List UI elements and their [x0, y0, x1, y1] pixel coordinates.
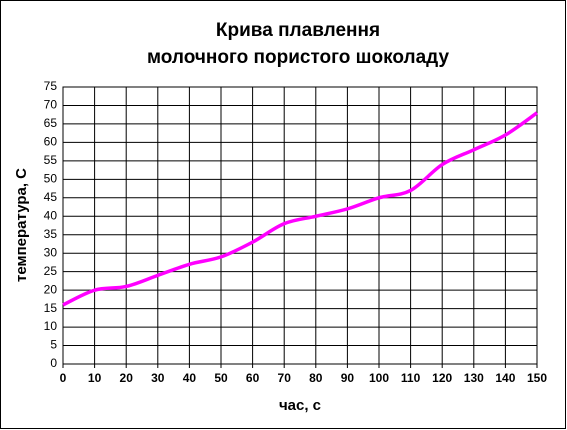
x-tick-label: 10	[88, 371, 102, 385]
x-tick-label: 120	[432, 371, 452, 385]
y-tick-label: 70	[44, 98, 58, 112]
y-tick-label: 75	[44, 79, 58, 93]
x-tick-label: 150	[527, 371, 547, 385]
y-tick-label: 15	[44, 301, 58, 315]
y-tick-label: 0	[50, 356, 57, 370]
x-tick-label: 40	[183, 371, 197, 385]
x-tick-label: 80	[309, 371, 323, 385]
plot-frame	[62, 86, 538, 365]
y-tick-label: 40	[44, 208, 58, 222]
y-tick-label: 20	[44, 282, 58, 296]
chart-title: молочного пористого шоколаду	[147, 47, 449, 68]
y-tick-label: 10	[44, 319, 58, 333]
y-tick-label: 30	[44, 245, 58, 259]
y-tick-label: 55	[44, 153, 58, 167]
y-tick-label: 50	[44, 172, 58, 186]
y-tick-label: 35	[44, 227, 58, 241]
x-tick-label: 60	[246, 371, 260, 385]
x-tick-label: 140	[495, 371, 515, 385]
x-tick-label: 50	[214, 371, 228, 385]
x-tick-label: 70	[278, 371, 292, 385]
x-tick-label: 110	[401, 371, 421, 385]
chart-title: Крива плавлення	[216, 20, 380, 41]
x-tick-label: 100	[369, 371, 389, 385]
y-tick-label: 65	[44, 116, 58, 130]
y-axis-label: температура, С	[13, 168, 30, 282]
x-axis-label: час, с	[279, 397, 321, 414]
data-line	[62, 111, 539, 307]
x-tick-label: 30	[151, 371, 165, 385]
x-tick-label: 0	[60, 371, 67, 385]
y-tick-label: 5	[50, 338, 57, 352]
y-tick-label: 45	[44, 190, 58, 204]
y-tick-label: 25	[44, 264, 58, 278]
x-tick-label: 20	[120, 371, 134, 385]
x-tick-label: 90	[341, 371, 355, 385]
y-tick-label: 60	[44, 135, 58, 149]
x-tick-label: 130	[464, 371, 484, 385]
